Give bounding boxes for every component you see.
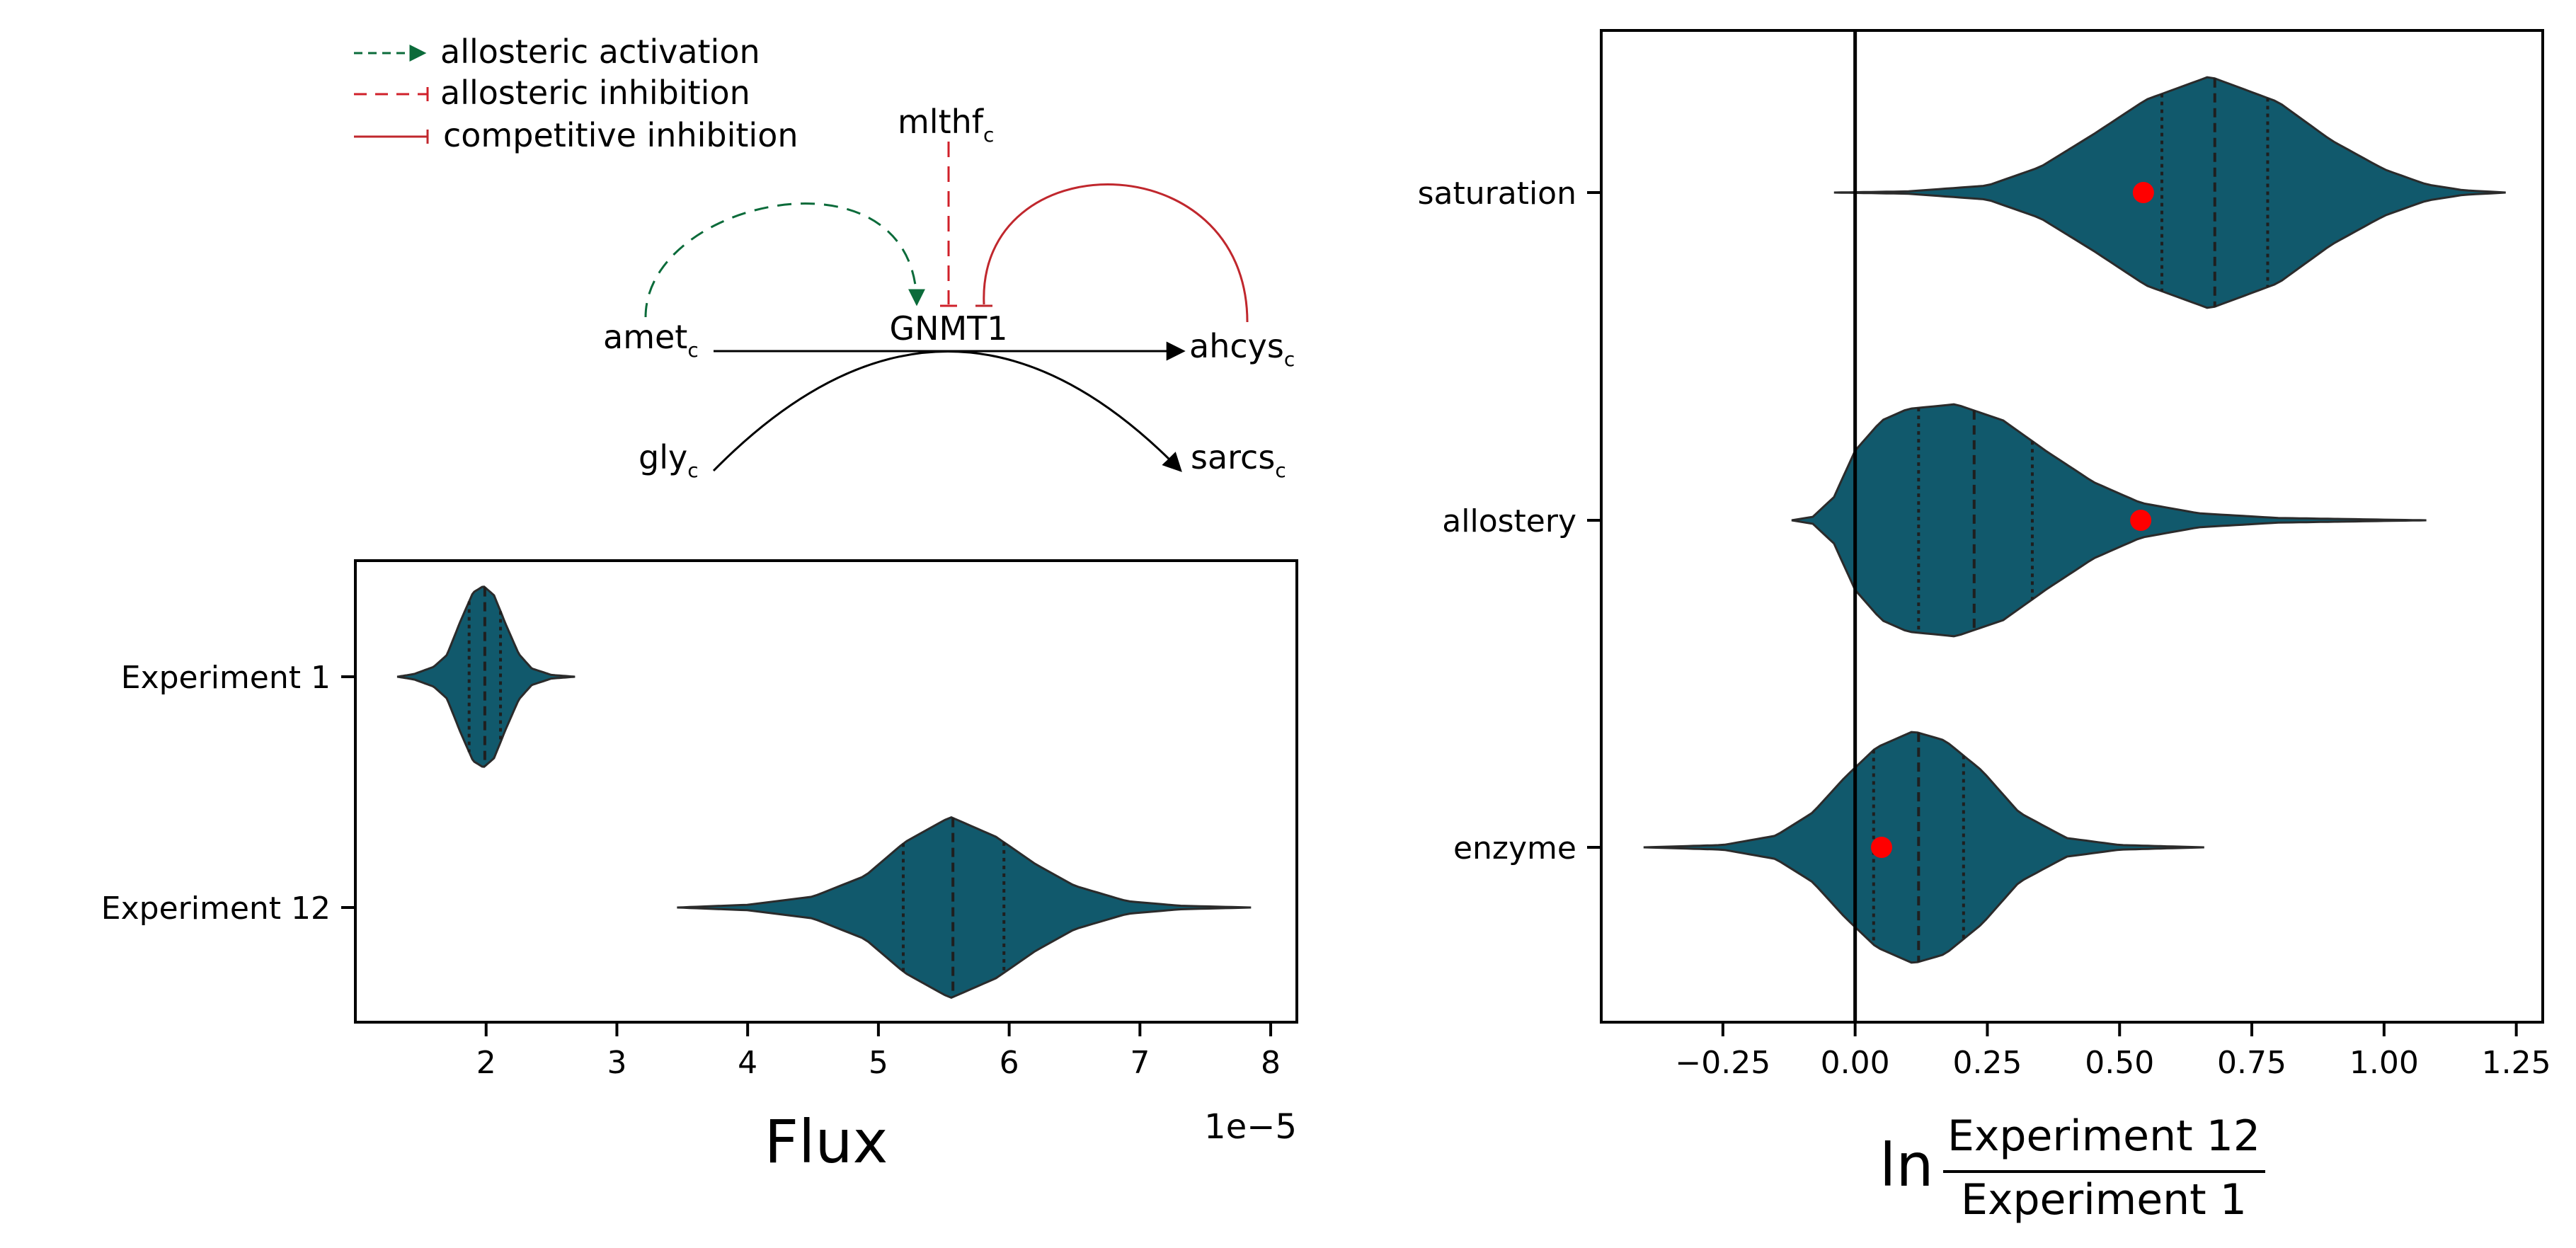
enzyme-label: GNMT1 xyxy=(889,309,1007,348)
flux-x-axis-title: Flux xyxy=(765,1107,888,1177)
legend-label-allosteric-inhibition: allosteric inhibition xyxy=(440,74,750,112)
violin-enzyme xyxy=(1643,731,2204,964)
violin-allostery xyxy=(1791,403,2427,638)
pathway-diagram: allosteric activation allosteric inhibit… xyxy=(354,33,1295,482)
x-tick-label: 5 xyxy=(869,1045,888,1081)
x-tick-label: 7 xyxy=(1130,1045,1150,1081)
y-tick-label-enzyme: enzyme xyxy=(1453,830,1576,866)
metabolite-mlthf: mlthfc xyxy=(898,103,994,147)
flux-x-ticks: 2 3 4 5 6 7 8 xyxy=(476,1022,1281,1081)
competitive-inhibition-edge xyxy=(975,183,1249,323)
x-axis-title-prefix: ln xyxy=(1879,1130,1934,1200)
x-tick-label: 1.00 xyxy=(2349,1045,2419,1081)
activation-edge xyxy=(644,202,925,318)
x-tick-label: 0.00 xyxy=(1821,1045,1890,1081)
legend-item-allosteric-inhibition: allosteric inhibition xyxy=(354,74,750,112)
log-ratio-axes-frame xyxy=(1600,29,2544,1024)
log-ratio-y-ticks: saturation allostery enzyme xyxy=(1418,176,1601,866)
x-tick-label: 2 xyxy=(476,1045,496,1081)
log-ratio-x-axis-title: ln Experiment 12 Experiment 1 xyxy=(1879,1111,2265,1225)
x-tick-label: 6 xyxy=(1000,1045,1019,1081)
x-axis-title-numerator: Experiment 12 xyxy=(1947,1111,2260,1161)
violin-experiment-12 xyxy=(677,815,1252,1000)
flux-violins xyxy=(396,585,1252,1000)
y-tick-label-experiment-1: Experiment 1 xyxy=(121,660,331,696)
metabolite-sarcs: sarcsc xyxy=(1191,438,1286,482)
x-tick-label: 0.75 xyxy=(2217,1045,2286,1081)
metabolite-ahcys: ahcysc xyxy=(1189,327,1295,371)
y-tick-label-experiment-12: Experiment 12 xyxy=(101,891,331,927)
violin-saturation xyxy=(1833,76,2506,309)
flux-y-ticks: Experiment 1 Experiment 12 xyxy=(101,660,355,927)
metabolite-amet: ametc xyxy=(603,318,699,362)
x-tick-label: 1.25 xyxy=(2482,1045,2551,1081)
x-tick-label: 0.25 xyxy=(1952,1045,2022,1081)
flux-axes-frame xyxy=(354,559,1298,1024)
observed-point-enzyme xyxy=(1871,837,1893,858)
y-tick-label-saturation: saturation xyxy=(1418,176,1576,212)
log-ratio-violin-chart: −0.25 0.00 0.25 0.50 0.75 1.00 1.25 saturation… xyxy=(1418,29,2551,1225)
legend-label-activation: allosteric activation xyxy=(440,33,760,71)
x-tick-label: −0.25 xyxy=(1675,1045,1770,1081)
observed-points xyxy=(1871,182,2154,858)
x-axis-title-denominator: Experiment 1 xyxy=(1961,1175,2247,1225)
diagram-legend: allosteric activation allosteric inhibit… xyxy=(354,33,798,154)
log-ratio-violins xyxy=(1643,76,2506,964)
log-ratio-x-ticks: −0.25 0.00 0.25 0.50 0.75 1.00 1.25 xyxy=(1675,1022,2551,1081)
y-tick-label-allostery: allostery xyxy=(1442,503,1576,539)
metabolite-gly: glyc xyxy=(639,438,699,482)
reaction-gly-to-sarcs xyxy=(712,350,1182,472)
x-tick-label: 3 xyxy=(607,1045,626,1081)
observed-point-saturation xyxy=(2132,182,2154,203)
flux-x-offset-label: 1e−5 xyxy=(1204,1107,1297,1147)
x-tick-label: 8 xyxy=(1261,1045,1281,1081)
flux-violin-chart: 2 3 4 5 6 7 8 Experiment 1 Experiment 12 Flux 1… xyxy=(101,559,1298,1177)
legend-item-competitive-inhibition: competitive inhibition xyxy=(354,116,798,154)
x-tick-label: 4 xyxy=(738,1045,757,1081)
legend-item-activation: allosteric activation xyxy=(354,33,760,71)
allosteric-inhibition-edge xyxy=(940,142,957,307)
x-tick-label: 0.50 xyxy=(2085,1045,2154,1081)
observed-point-allostery xyxy=(2130,510,2152,531)
legend-label-competitive-inhibition: competitive inhibition xyxy=(443,116,798,154)
